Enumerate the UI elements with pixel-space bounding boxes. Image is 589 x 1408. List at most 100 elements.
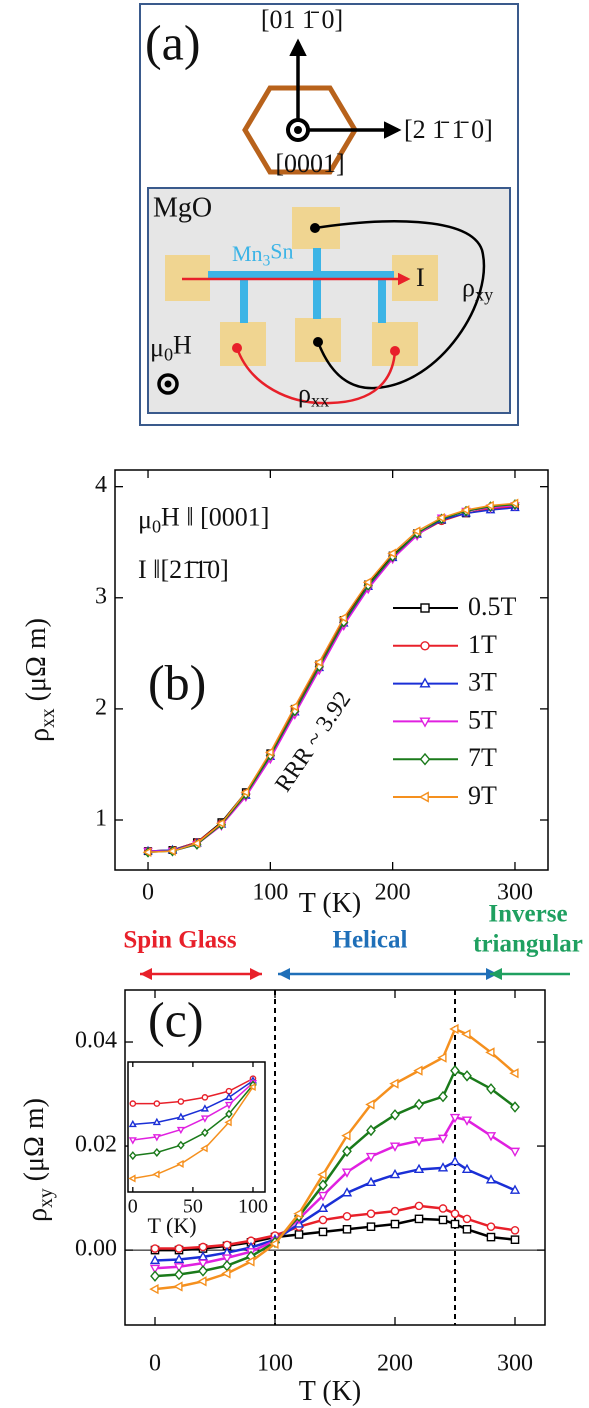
marker — [224, 1118, 232, 1127]
y-tick-label: 0.04 — [75, 1028, 117, 1054]
marker — [129, 1100, 137, 1107]
phase-label: Helical — [333, 927, 408, 954]
text-part: xy — [475, 285, 494, 305]
marker — [318, 1179, 328, 1191]
rho-xy-label: ρxy — [462, 273, 494, 305]
arrow-head — [140, 968, 152, 980]
marker — [419, 717, 431, 728]
marker — [173, 1281, 183, 1292]
legend-label: 9T — [468, 781, 497, 810]
marker — [318, 1215, 328, 1225]
out-of-plane-dot — [294, 126, 302, 134]
marker — [462, 1224, 472, 1234]
marker — [437, 1162, 449, 1172]
series-line — [132, 1080, 254, 1126]
marker — [413, 1137, 425, 1147]
y-tick-label: 4 — [95, 472, 107, 498]
series-line — [132, 1082, 254, 1141]
y-tick-label: 3 — [95, 583, 107, 609]
text-part: H — [173, 330, 192, 359]
marker — [486, 1222, 496, 1231]
marker — [264, 747, 274, 758]
series-line — [132, 1077, 254, 1105]
x-tick-label: 100 — [257, 1351, 293, 1377]
marker — [389, 1142, 401, 1152]
y-tick-label: 0.00 — [75, 1236, 117, 1262]
marker — [150, 1244, 160, 1253]
marker — [414, 1214, 424, 1224]
marker — [413, 1163, 425, 1174]
marker — [389, 1168, 401, 1179]
wire — [314, 220, 485, 390]
y-axis-label: ρxx (μΩ m) — [21, 618, 58, 742]
contact-dot — [390, 346, 400, 356]
marker — [149, 1283, 159, 1295]
marker — [129, 1151, 137, 1161]
marker — [128, 1174, 136, 1183]
series-line — [147, 503, 516, 853]
x-tick-label: 200 — [377, 1351, 413, 1377]
text-part: (μΩ m) — [19, 1098, 50, 1188]
marker — [449, 1155, 461, 1166]
marker — [342, 1224, 352, 1234]
marker — [485, 1174, 497, 1184]
text-part: μ — [150, 333, 164, 362]
marker — [216, 818, 225, 829]
x-tick-label: 100 — [238, 1196, 268, 1218]
marker — [420, 603, 430, 613]
marker — [177, 1098, 185, 1105]
x-tick-label: 300 — [497, 1351, 533, 1377]
marker — [225, 1109, 233, 1119]
marker — [221, 1268, 231, 1279]
marker — [419, 752, 431, 766]
marker — [294, 1230, 304, 1239]
direction-label: [01 1̄ 0] — [261, 5, 343, 34]
bar — [240, 278, 248, 323]
marker — [128, 1119, 137, 1128]
marker — [152, 1117, 161, 1126]
marker — [201, 1128, 209, 1138]
marker — [245, 1256, 255, 1267]
marker — [198, 1265, 208, 1277]
marker — [153, 1100, 161, 1107]
marker — [341, 1168, 353, 1178]
marker — [461, 1029, 471, 1040]
current-label: I — [416, 263, 425, 292]
legend-label: 3T — [468, 668, 497, 697]
bar — [378, 278, 386, 323]
marker — [390, 1206, 400, 1216]
marker — [341, 1130, 351, 1141]
marker — [191, 838, 201, 849]
direction-label: [0001] — [275, 149, 344, 178]
contact-dot — [313, 337, 323, 347]
marker — [365, 1176, 377, 1187]
text-part: 0 — [152, 517, 161, 537]
phase-label: Inverse — [488, 901, 567, 928]
text-part: Sn — [270, 239, 293, 264]
legend-label: 5T — [468, 705, 497, 734]
marker — [437, 1052, 447, 1063]
marker — [174, 1244, 184, 1253]
marker — [390, 1109, 400, 1121]
text-part: ρ — [24, 728, 55, 742]
x-axis-label: T (K) — [299, 1376, 361, 1407]
text-part: H ‖ [0001] — [161, 502, 269, 531]
direction-label: [2 1̄ 1̄ 0] — [404, 115, 493, 144]
text-part: T (K) — [299, 888, 361, 919]
marker — [149, 1254, 161, 1265]
field-dot — [164, 380, 172, 388]
text-part: Mn — [232, 241, 263, 266]
marker — [462, 1070, 472, 1082]
panel-label: (c) — [148, 991, 204, 1047]
marker — [438, 1204, 448, 1213]
marker — [201, 1094, 209, 1101]
arrow-head — [490, 968, 502, 980]
marker — [150, 1270, 160, 1282]
marker — [152, 1170, 160, 1179]
marker — [387, 548, 396, 559]
marker — [317, 1202, 329, 1213]
marker — [240, 787, 250, 798]
marker — [173, 1253, 185, 1264]
marker — [365, 1152, 377, 1163]
marker — [318, 1227, 328, 1237]
